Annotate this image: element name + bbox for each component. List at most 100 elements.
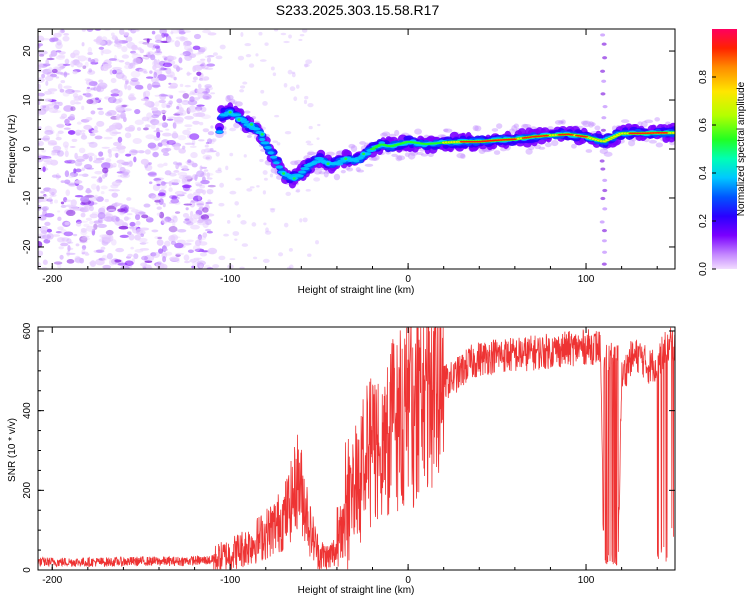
spectrogram-noise-blob bbox=[197, 83, 202, 89]
spectrogram-stripe-blob bbox=[602, 188, 608, 193]
spectrogram-noise-blob bbox=[124, 64, 131, 70]
spectrogram-noise-blob bbox=[205, 228, 212, 232]
spectrogram-noise-blob bbox=[183, 254, 190, 261]
spectrogram-noise-blob bbox=[38, 35, 45, 42]
spectrogram-noise-blob bbox=[249, 186, 255, 189]
spectrogram-noise-blob bbox=[169, 256, 179, 261]
spectrogram-noise-blob bbox=[94, 135, 103, 140]
spectrogram-noise-blob bbox=[280, 32, 287, 36]
spectrogram-noise-blob bbox=[90, 110, 96, 115]
spectrogram-ridge-cell bbox=[216, 130, 223, 134]
spectrogram-noise-blob bbox=[124, 126, 135, 132]
spectrogram-noise-blob bbox=[127, 94, 135, 101]
spectrogram-stripe-blob bbox=[602, 207, 608, 211]
spectrogram-noise-blob bbox=[130, 80, 141, 86]
spectrogram-noise-blob bbox=[116, 145, 126, 150]
spectrogram-noise-blob bbox=[88, 81, 98, 87]
spectrogram-noise-blob bbox=[43, 194, 47, 197]
spectrogram-noise-blob bbox=[43, 160, 51, 163]
spectrogram-noise-blob bbox=[182, 145, 186, 150]
spectrogram-noise-blob bbox=[79, 240, 88, 244]
spectrogram-noise-blob bbox=[94, 194, 99, 200]
spectrogram-noise-blob bbox=[98, 110, 105, 116]
spectrogram-noise-blob bbox=[156, 183, 161, 187]
spectrogram-noise-blob bbox=[258, 31, 263, 36]
spectrogram-ridge-halo bbox=[460, 153, 466, 159]
spectrogram-noise-blob bbox=[143, 203, 151, 208]
spectrogram-ridge-halo bbox=[368, 156, 378, 161]
spectrogram-noise-blob bbox=[152, 61, 156, 66]
spectrogram-noise-blob bbox=[44, 98, 53, 102]
spectrogram-ytick-label: -10 bbox=[22, 190, 33, 205]
spectrogram-noise-blob bbox=[215, 169, 223, 174]
spectrogram-noise-blob bbox=[166, 104, 171, 109]
spectrogram-noise-blob bbox=[229, 127, 237, 132]
spectrogram-noise-blob bbox=[50, 50, 58, 57]
spectrogram-ridge-halo bbox=[396, 155, 406, 161]
spectrogram-ridge-blob bbox=[237, 118, 241, 121]
spectrogram-noise-blob bbox=[202, 29, 211, 34]
spectrogram-noise-blob bbox=[96, 85, 102, 92]
spectrogram-noise-blob bbox=[129, 149, 138, 156]
spectrogram-noise-blob bbox=[50, 142, 58, 146]
spectrogram-noise-blob bbox=[118, 59, 125, 63]
spectrogram-noise-blob bbox=[191, 174, 199, 180]
spectrogram-noise-blob bbox=[177, 134, 187, 141]
spectrogram-noise-blob bbox=[198, 241, 208, 246]
spectrogram-noise-blob bbox=[48, 197, 53, 200]
spectrogram-noise-blob bbox=[59, 88, 65, 93]
spectrogram-ridge-halo bbox=[356, 169, 365, 173]
spectrogram-noise-blob bbox=[38, 214, 47, 221]
spectrogram-noise-blob bbox=[62, 63, 71, 66]
spectrogram-noise-blob bbox=[121, 54, 130, 59]
spectrogram-noise-blob bbox=[173, 122, 177, 129]
spectrogram-noise-blob bbox=[145, 134, 156, 140]
spectrogram-ridge-halo bbox=[594, 125, 601, 131]
spectrogram-noise-blob bbox=[58, 246, 64, 250]
spectrogram-noise-blob bbox=[38, 100, 41, 106]
spectrogram-noise-blob bbox=[87, 46, 93, 54]
spectrogram-ridge-halo bbox=[355, 167, 361, 172]
spectrogram-noise-blob bbox=[130, 50, 136, 54]
spectrogram-noise-blob bbox=[117, 136, 123, 143]
spectrogram-noise-blob bbox=[262, 101, 268, 106]
spectrogram-noise-blob bbox=[204, 84, 212, 89]
spectrogram-noise-blob bbox=[186, 71, 191, 77]
spectrogram-noise-blob bbox=[68, 174, 75, 179]
spectrogram-noise-blob bbox=[39, 235, 49, 240]
spectrogram-noise-blob bbox=[313, 177, 321, 182]
spectrogram-noise-blob bbox=[192, 45, 201, 50]
spectrogram-noise-blob bbox=[161, 148, 169, 154]
spectrogram-noise-blob bbox=[66, 252, 76, 255]
spectrogram-noise-blob bbox=[91, 176, 97, 179]
spectrogram-noise-blob bbox=[179, 83, 184, 87]
spectrogram-noise-blob bbox=[223, 233, 230, 237]
spectrogram-noise-blob bbox=[120, 112, 126, 119]
spectrogram-noise-blob bbox=[183, 219, 192, 224]
spectrogram-ytick-label: -20 bbox=[22, 239, 33, 254]
spectrogram-noise-blob bbox=[81, 252, 85, 255]
spectrogram-noise-blob bbox=[192, 76, 198, 81]
spectrogram-noise-blob bbox=[134, 234, 141, 241]
spectrogram-noise-blob bbox=[124, 61, 130, 66]
spectrogram-noise-blob bbox=[51, 151, 56, 156]
spectrogram-noise-blob bbox=[190, 224, 200, 230]
spectrogram-noise-blob bbox=[187, 99, 198, 106]
spectrogram-noise-blob bbox=[44, 213, 55, 218]
spectrogram-noise-blob bbox=[114, 202, 118, 208]
spectrogram-noise-blob bbox=[170, 240, 177, 246]
spectrogram-noise-blob bbox=[136, 127, 142, 131]
spectrogram-ridge-halo bbox=[313, 167, 322, 175]
spectrogram-noise-blob bbox=[263, 222, 267, 226]
spectrogram-noise-blob bbox=[62, 91, 70, 97]
spectrogram-noise-blob bbox=[189, 258, 197, 263]
spectrogram-noise-blob bbox=[229, 152, 234, 157]
snr-y-ticks: 0 200 400 600 bbox=[22, 322, 675, 573]
spectrogram-noise-blob bbox=[111, 122, 122, 129]
spectrogram-noise-blob bbox=[39, 230, 47, 238]
spectrogram-ridge-halo bbox=[511, 124, 517, 132]
spectrogram-noise-blob bbox=[100, 246, 106, 250]
spectrogram-noise-blob bbox=[115, 216, 120, 222]
spectrogram-noise-blob bbox=[106, 252, 113, 260]
